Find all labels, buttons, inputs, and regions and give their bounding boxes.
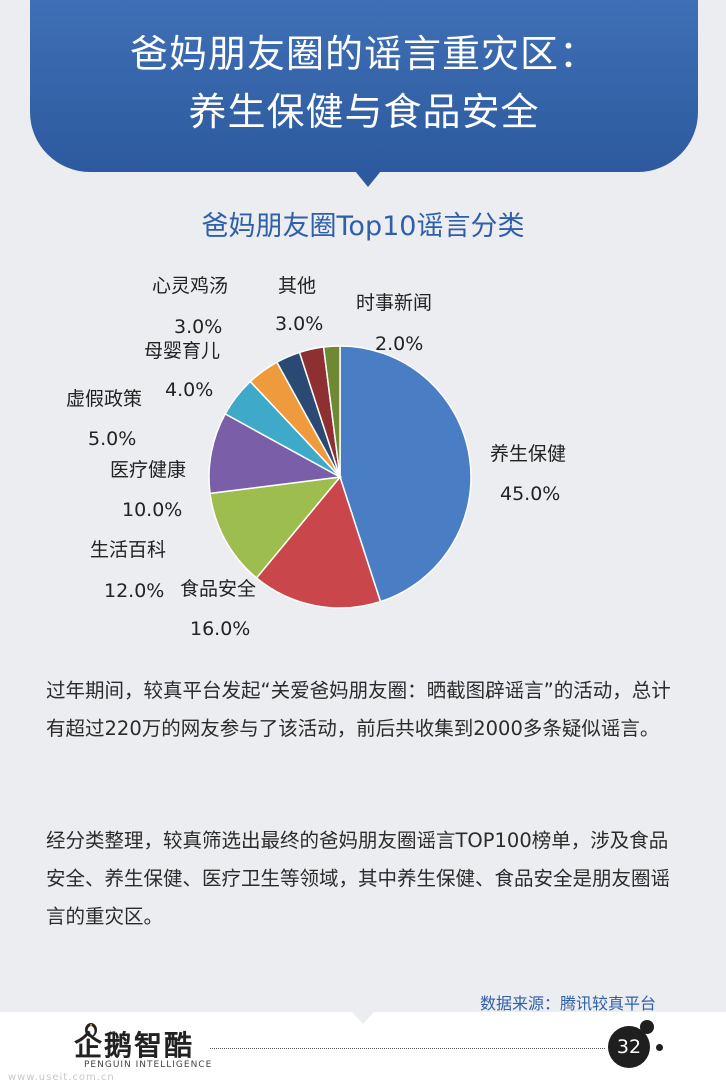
slice-label: 食品安全 (180, 578, 256, 600)
slice-label: 母婴育儿 (144, 340, 220, 362)
pie-slice (209, 476, 342, 579)
slice-label: 其他 (278, 275, 316, 297)
body-paragraph-1: 过年期间，较真平台发起“关爱爸妈朋友圈：晒截图辟谣言”的活动，总计有超过220万… (46, 679, 671, 740)
banner-pointer (355, 171, 381, 187)
page-title-line1: 爸妈朋友圈的谣言重灾区： (129, 32, 598, 76)
decor-dot (640, 1020, 654, 1034)
slice-value-label: 45.0% (500, 483, 560, 505)
header-banner (30, 0, 698, 172)
watermark: www.useit.com.cn (8, 1072, 115, 1083)
pie-slice (255, 475, 382, 609)
slice-value-label: 12.0% (104, 580, 164, 602)
slice-value-label: 3.0% (174, 316, 222, 338)
slice-label: 虚假政策 (66, 388, 142, 410)
pie-slice (208, 412, 343, 495)
slice-value-label: 4.0% (165, 379, 213, 401)
slice-value-label: 5.0% (88, 428, 136, 450)
slice-label: 养生保健 (490, 443, 566, 465)
slice-value-label: 3.0% (275, 313, 323, 335)
body-paragraph-2: 经分类整理，较真筛选出最终的爸妈朋友圈谣言TOP100榜单，涉及食品安全、养生保… (46, 829, 671, 928)
pie-slice (322, 345, 341, 478)
decor-dot (656, 1044, 663, 1051)
slice-value-label: 2.0% (375, 333, 423, 355)
slice-value-label: 16.0% (190, 618, 250, 640)
penguin-icon (85, 1023, 97, 1037)
slice-label: 生活百科 (90, 539, 166, 561)
footer-notch (352, 1012, 374, 1024)
footer-divider (210, 1048, 605, 1049)
chart-title: 爸妈朋友圈Top10谣言分类 (201, 211, 525, 242)
pie-chart: 养生保健 45.0% 食品安全 16.0% 生活百科 12.0% 医疗健康 10.0% 虚假政策… (66, 275, 566, 640)
logo-subtitle: PENGUIN INTELLIGENCE (84, 1060, 213, 1070)
slice-label: 时事新闻 (356, 292, 432, 314)
data-source-note: 数据来源：腾讯较真平台 (479, 994, 656, 1013)
logo-text: 企鹅智酷 (74, 1029, 195, 1062)
slice-label: 医疗健康 (110, 459, 186, 481)
page-title-line2: 养生保健与食品安全 (188, 90, 540, 134)
slice-label: 心灵鸡汤 (152, 275, 228, 297)
footer-bar (0, 1012, 726, 1089)
pie-slice (339, 345, 472, 603)
slice-value-label: 10.0% (122, 499, 182, 521)
